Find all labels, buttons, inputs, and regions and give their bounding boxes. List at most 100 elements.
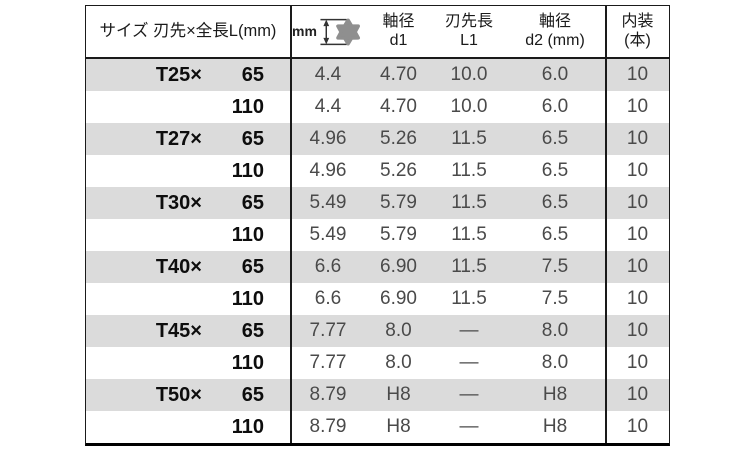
length-value: 110 xyxy=(231,159,264,182)
tip-size-value: 7.77 xyxy=(309,352,347,373)
header-d1: 軸径 d1 xyxy=(364,6,433,57)
size-label: T50× xyxy=(155,383,202,406)
size-cell: T50× 65 xyxy=(86,379,292,411)
qty-value: 10 xyxy=(626,416,649,437)
length-value: 65 xyxy=(241,319,264,342)
size-label: T30× xyxy=(155,191,202,214)
tip-size-value: 4.4 xyxy=(314,96,342,117)
qty-value: 10 xyxy=(626,320,649,341)
mm-unit-label: mm xyxy=(292,23,317,40)
l1-value: — xyxy=(459,352,479,373)
size-cell: T45× 65 xyxy=(86,315,292,347)
l1-value: 11.5 xyxy=(451,128,487,149)
header-size-label: サイズ 刃先×全長L(mm) xyxy=(99,21,277,40)
d2-value: 6.5 xyxy=(541,224,569,245)
d2-value: 6.5 xyxy=(541,160,569,181)
length-value: 110 xyxy=(231,415,264,438)
size-label: T40× xyxy=(155,255,202,278)
table-header-row: サイズ 刃先×全長L(mm) mm 軸径 d1 刃先長 xyxy=(86,6,669,59)
table-row: 110 4.4 4.70 10.0 6.0 10 xyxy=(86,91,669,123)
table-row: 110 4.96 5.26 11.5 6.5 10 xyxy=(86,155,669,187)
d1-value: 5.26 xyxy=(380,160,417,181)
header-size: サイズ 刃先×全長L(mm) xyxy=(86,6,292,57)
d2-value: H8 xyxy=(542,416,568,437)
size-cell: T40× 65 xyxy=(86,251,292,283)
qty-value: 10 xyxy=(626,224,649,245)
tip-size-value: 4.96 xyxy=(309,160,347,181)
size-cell: T27× 65 xyxy=(86,123,292,155)
l1-value: 10.0 xyxy=(450,96,488,117)
d1-value: 8.0 xyxy=(385,352,412,373)
qty-value: 10 xyxy=(626,128,649,149)
l1-value: 11.5 xyxy=(451,160,487,181)
d2-value: 6.5 xyxy=(541,128,569,149)
l1-value: 11.5 xyxy=(451,224,487,245)
qty-value: 10 xyxy=(626,384,649,405)
tip-size-value: 6.6 xyxy=(314,288,342,309)
size-label: T27× xyxy=(155,127,202,150)
header-d2-line1: 軸径 xyxy=(538,12,571,30)
qty-value: 10 xyxy=(626,96,649,117)
table-row: T27× 65 4.96 5.26 11.5 6.5 10 xyxy=(86,123,669,155)
tip-size-value: 5.49 xyxy=(309,192,347,213)
tip-size-value: 8.79 xyxy=(309,384,347,405)
size-label: T25× xyxy=(155,63,202,86)
d2-value: 8.0 xyxy=(541,352,569,373)
d1-value: 8.0 xyxy=(385,320,412,341)
d1-value: 5.79 xyxy=(380,192,417,213)
qty-value: 10 xyxy=(626,192,649,213)
qty-value: 10 xyxy=(626,160,649,181)
size-cell: T25× 65 xyxy=(86,59,292,91)
header-tip-dimension: mm xyxy=(292,6,364,57)
length-value: 110 xyxy=(231,351,264,374)
size-cell: 110 xyxy=(86,155,292,187)
tip-size-value: 7.77 xyxy=(309,320,347,341)
d2-value: H8 xyxy=(542,384,568,405)
size-cell: 110 xyxy=(86,283,292,315)
qty-value: 10 xyxy=(626,64,649,85)
length-value: 65 xyxy=(241,63,264,86)
d2-value: 7.5 xyxy=(541,256,569,277)
table-row: T25× 65 4.4 4.70 10.0 6.0 10 xyxy=(86,59,669,91)
table-row: 110 5.49 5.79 11.5 6.5 10 xyxy=(86,219,669,251)
l1-value: — xyxy=(459,320,479,341)
size-label: T45× xyxy=(155,319,202,342)
torx-bit-spec-table: サイズ 刃先×全長L(mm) mm 軸径 d1 刃先長 xyxy=(85,5,670,446)
table-row: 110 6.6 6.90 11.5 7.5 10 xyxy=(86,283,669,315)
header-l1-line2: L1 xyxy=(460,31,478,49)
length-value: 65 xyxy=(241,383,264,406)
d1-value: 5.26 xyxy=(380,128,417,149)
length-value: 110 xyxy=(231,223,264,246)
header-qty-line1: 内装 xyxy=(621,12,654,30)
header-d2-line2: d2 (mm) xyxy=(525,31,585,49)
tip-size-value: 5.49 xyxy=(309,224,347,245)
header-qty: 内装 (本) xyxy=(607,6,668,57)
header-d1-line2: d1 xyxy=(389,31,408,49)
l1-value: 11.5 xyxy=(451,256,487,277)
torx-measure-diagram xyxy=(320,18,360,45)
d1-value: H8 xyxy=(386,416,411,437)
header-d1-line1: 軸径 xyxy=(382,12,415,30)
d1-value: H8 xyxy=(386,384,411,405)
l1-value: — xyxy=(459,384,479,405)
tip-size-value: 8.79 xyxy=(309,416,347,437)
length-value: 65 xyxy=(241,255,264,278)
length-value: 110 xyxy=(231,95,264,118)
d1-value: 4.70 xyxy=(380,96,417,117)
l1-value: 11.5 xyxy=(451,192,487,213)
header-qty-line2: (本) xyxy=(624,31,651,49)
qty-value: 10 xyxy=(626,352,649,373)
size-cell: 110 xyxy=(86,219,292,251)
tip-size-value: 6.6 xyxy=(314,256,342,277)
qty-value: 10 xyxy=(626,288,649,309)
tip-size-value: 4.96 xyxy=(309,128,347,149)
l1-value: 11.5 xyxy=(451,288,487,309)
table-row: T45× 65 7.77 8.0 — 8.0 10 xyxy=(86,315,669,347)
d1-value: 6.90 xyxy=(380,256,417,277)
length-value: 110 xyxy=(231,287,264,310)
size-cell: 110 xyxy=(86,91,292,123)
size-cell: T30× 65 xyxy=(86,187,292,219)
table-row: 110 7.77 8.0 — 8.0 10 xyxy=(86,347,669,379)
table-row: 110 8.79 H8 — H8 10 xyxy=(86,411,669,443)
tip-size-value: 4.4 xyxy=(314,64,342,85)
